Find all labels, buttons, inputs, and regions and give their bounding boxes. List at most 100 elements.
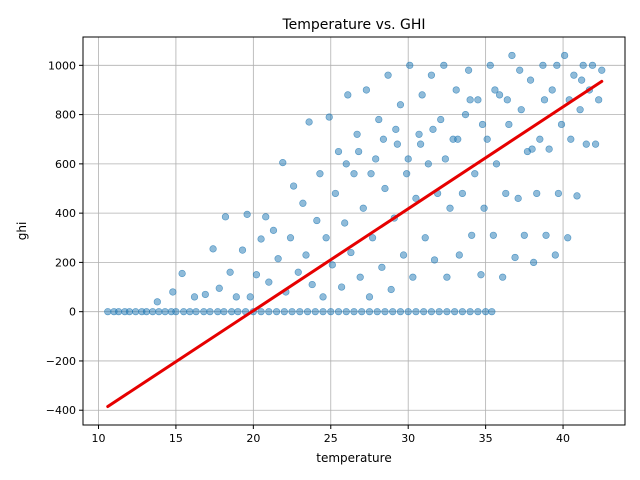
scatter-point xyxy=(403,170,411,178)
regression-line xyxy=(106,79,604,409)
scatter-point xyxy=(228,308,236,316)
scatter-point xyxy=(356,273,364,281)
scatter-point xyxy=(508,51,516,60)
scatter-point xyxy=(427,308,436,316)
scatter-point xyxy=(420,308,428,316)
scatter-point xyxy=(286,234,295,242)
scatter-point xyxy=(443,273,451,281)
scatter-point xyxy=(334,308,343,316)
scatter-point xyxy=(505,120,513,129)
scatter-point xyxy=(477,271,485,279)
scatter-point xyxy=(520,231,528,239)
scatter-point xyxy=(454,135,462,143)
scatter-point xyxy=(334,147,343,156)
scatter-point xyxy=(279,159,287,167)
scatter-point xyxy=(514,194,522,202)
scatter-point xyxy=(350,170,358,178)
scatter-point xyxy=(468,231,476,239)
scatter-point xyxy=(169,288,177,296)
scatter-point xyxy=(540,96,549,104)
scatter-point xyxy=(234,308,242,316)
scatter-point xyxy=(262,213,270,221)
scatter-point xyxy=(342,308,350,316)
scatter-point xyxy=(246,293,254,301)
scatter-point xyxy=(416,140,425,148)
scatter-point xyxy=(396,308,405,316)
scatter-point xyxy=(299,199,307,207)
scatter-point xyxy=(404,155,412,163)
scatter-point xyxy=(499,273,507,281)
scatter-point xyxy=(290,182,298,190)
scatter-point xyxy=(302,251,310,259)
scatter-point xyxy=(517,106,525,114)
tick-layer: 10 15 20 25 30 35 40 −400 −200 0 200 400 600 800 1000 xyxy=(46,59,570,445)
scatter-point xyxy=(373,308,381,316)
scatter-point xyxy=(557,120,566,129)
scatter-point xyxy=(488,308,496,316)
scatter-point xyxy=(296,308,304,316)
scatter-point xyxy=(466,96,474,104)
scatter-point xyxy=(153,298,161,306)
scatter-point xyxy=(316,170,324,178)
scatter-point xyxy=(350,308,358,316)
scatter-point xyxy=(322,234,330,242)
scatter-point xyxy=(328,261,336,269)
scatter-point xyxy=(274,255,282,263)
scatter-point xyxy=(365,293,374,301)
y-tick-label: 800 xyxy=(55,109,76,122)
scatter-point xyxy=(429,125,437,133)
scatter-point xyxy=(232,293,240,301)
scatter-point xyxy=(446,204,454,212)
scatter-point xyxy=(511,253,519,262)
scatter-point xyxy=(406,61,414,69)
scatter-point xyxy=(399,251,408,259)
scatter-point xyxy=(502,189,510,198)
x-tick-label: 35 xyxy=(479,432,493,445)
scatter-point xyxy=(311,308,319,316)
scatter-point xyxy=(483,135,491,143)
scatter-point xyxy=(530,258,538,267)
scatter-point xyxy=(104,308,112,316)
scatter-point xyxy=(353,130,361,138)
scatter-point xyxy=(186,308,194,316)
scatter-point xyxy=(492,160,501,168)
scatter-point xyxy=(474,308,482,316)
y-axis-label: ghi xyxy=(15,222,29,241)
scatter-point xyxy=(319,308,327,316)
scatter-point xyxy=(579,61,587,69)
scatter-point xyxy=(365,308,374,316)
scatter-point xyxy=(528,145,536,153)
scatter-point xyxy=(415,130,423,138)
scatter-point xyxy=(421,234,429,242)
scatter-point xyxy=(294,268,302,276)
scatter-point xyxy=(214,308,222,316)
scatter-point xyxy=(491,86,499,94)
scatter-point xyxy=(221,213,230,221)
x-tick-label: 20 xyxy=(246,432,260,445)
scatter-point xyxy=(269,226,278,234)
scatter-point xyxy=(430,256,439,264)
scatter-point xyxy=(325,113,333,121)
scatter-point xyxy=(591,140,600,148)
scatter-point xyxy=(464,66,473,74)
scatter-point xyxy=(539,61,547,69)
scatter-point xyxy=(142,308,151,316)
scatter-point xyxy=(554,189,563,198)
x-tick-label: 40 xyxy=(556,432,570,445)
scatter-point xyxy=(243,210,251,218)
y-tick-label: −200 xyxy=(46,355,76,368)
scatter-points xyxy=(104,51,606,316)
scatter-point xyxy=(372,155,380,163)
scatter-point xyxy=(533,189,541,198)
scatter-point xyxy=(551,251,559,259)
x-tick-label: 10 xyxy=(91,432,105,445)
scatter-point xyxy=(588,61,597,69)
x-tick-label: 15 xyxy=(169,432,183,445)
scatter-point xyxy=(598,66,606,74)
scatter-point xyxy=(576,106,584,114)
y-tick-label: 0 xyxy=(69,306,76,319)
scatter-point xyxy=(582,140,590,148)
scatter-point xyxy=(441,155,449,163)
